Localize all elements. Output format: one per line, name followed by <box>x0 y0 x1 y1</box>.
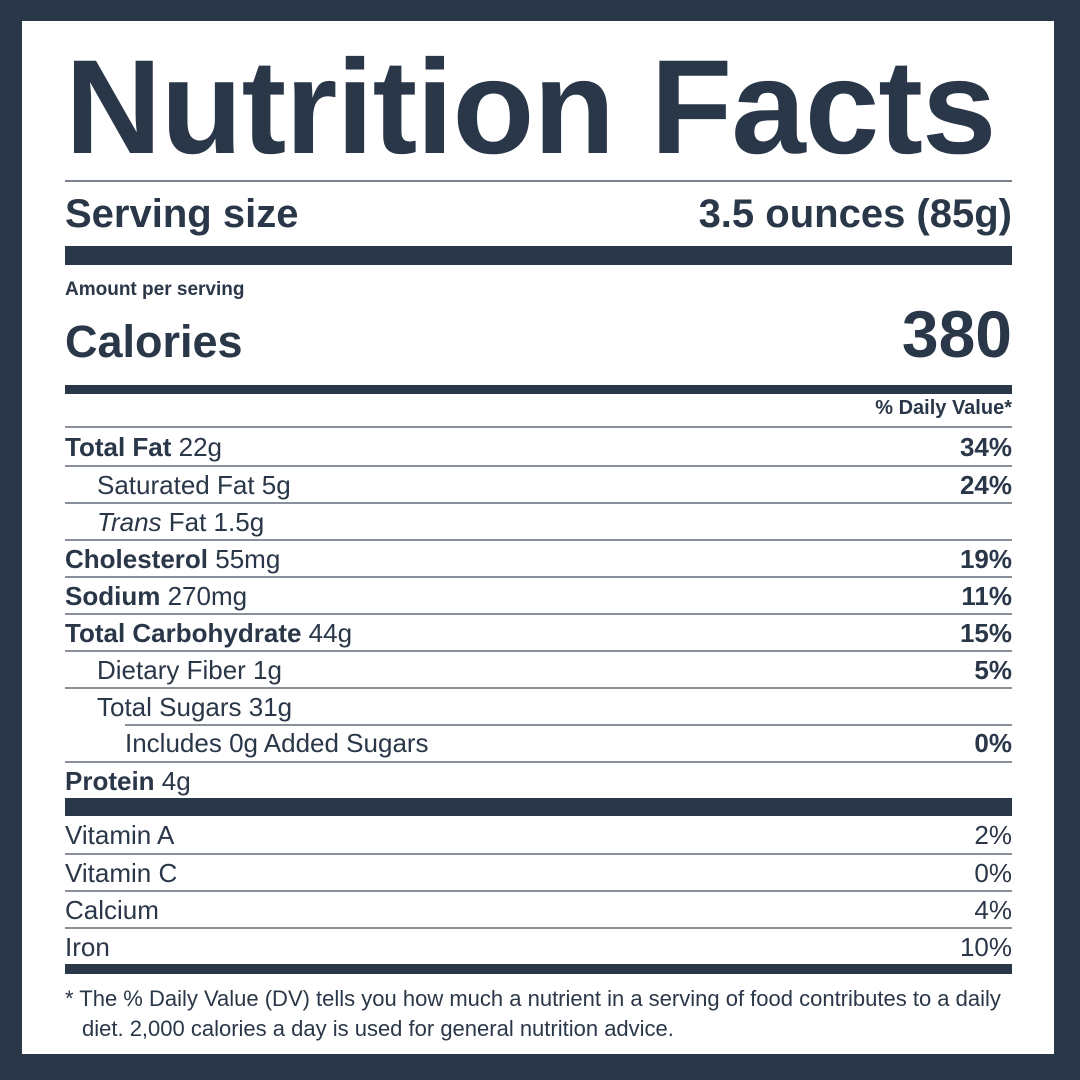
nutrient-row: Saturated Fat 5g 24% <box>65 465 1012 502</box>
daily-value-header: % Daily Value* <box>65 394 1012 428</box>
nutrient-row: Protein 4g <box>65 761 1012 798</box>
title-rule <box>65 180 1012 182</box>
medium-rule-bottom <box>65 964 1012 974</box>
nutrient-name: Trans Fat 1.5g <box>97 506 265 537</box>
nutrient-name: Sodium 270mg <box>65 580 248 611</box>
nutrient-name: Total Sugars 31g <box>97 691 293 722</box>
footnote: * The % Daily Value (DV) tells you how m… <box>65 986 1001 1041</box>
nutrient-name: Cholesterol 55mg <box>65 543 281 574</box>
vitamin-daily-value: 4% <box>974 894 1012 925</box>
nutrient-name: Protein 4g <box>65 765 191 796</box>
nutrient-row: Dietary Fiber 1g 5% <box>65 650 1012 687</box>
label-title: Nutrition Facts <box>65 33 996 182</box>
nutrient-row: Trans Fat 1.5g <box>65 502 1012 539</box>
serving-size-label: Serving size <box>65 191 299 236</box>
vitamin-name: Calcium <box>65 894 159 925</box>
medium-rule-calories <box>65 385 1012 394</box>
vitamin-name: Iron <box>65 931 110 962</box>
calories-row: Calories 380 <box>65 301 1012 367</box>
vitamin-name: Vitamin C <box>65 857 178 888</box>
vitamin-row: Vitamin A 2% <box>65 816 1012 853</box>
nutrient-row: Cholesterol 55mg 19% <box>65 539 1012 576</box>
nutrient-row: Total Fat 22g 34% <box>65 428 1012 465</box>
nutrient-daily-value: 5% <box>974 654 1012 685</box>
nutrient-name: Includes 0g Added Sugars <box>125 727 429 758</box>
amount-per-serving-label: Amount per serving <box>65 279 245 300</box>
nutrient-row: Includes 0g Added Sugars 0% <box>65 724 1012 761</box>
vitamin-row: Vitamin C 0% <box>65 853 1012 890</box>
nutrient-name: Total Carbohydrate 44g <box>65 617 353 648</box>
nutrient-row: Total Carbohydrate 44g 15% <box>65 613 1012 650</box>
vitamin-row: Iron 10% <box>65 927 1012 964</box>
calories-value: 380 <box>901 297 1012 371</box>
vitamin-name: Vitamin A <box>65 819 175 850</box>
thick-rule-top <box>65 246 1012 265</box>
nutrient-name: Total Fat 22g <box>65 431 223 462</box>
vitamin-row: Calcium 4% <box>65 890 1012 927</box>
nutrient-rows: Total Fat 22g 34% Saturated Fat 5g 24% Trans… <box>65 428 1012 798</box>
nutrient-daily-value: 19% <box>959 543 1012 574</box>
thick-rule-protein <box>65 798 1012 816</box>
nutrient-daily-value: 24% <box>959 469 1012 500</box>
nutrient-daily-value: 11% <box>961 580 1012 611</box>
nutrition-label: Nutrition Facts Serving size 3.5 ounces … <box>22 21 1054 1054</box>
vitamin-daily-value: 2% <box>974 819 1012 850</box>
nutrient-daily-value: 15% <box>959 617 1012 648</box>
vitamin-daily-value: 10% <box>959 931 1012 962</box>
serving-size-value: 3.5 ounces (85g) <box>698 191 1012 236</box>
nutrient-daily-value: 34% <box>959 431 1012 462</box>
nutrient-daily-value: 0% <box>974 727 1012 758</box>
serving-size-row: Serving size 3.5 ounces (85g) <box>65 182 1012 246</box>
calories-label: Calories <box>65 316 243 367</box>
nutrient-name: Saturated Fat 5g <box>97 469 291 500</box>
vitamin-rows: Vitamin A 2% Vitamin C 0% Calcium 4% Iron 10% <box>65 816 1012 964</box>
nutrient-row: Total Sugars 31g <box>65 687 1012 724</box>
nutrient-row: Sodium 270mg 11% <box>65 576 1012 613</box>
vitamin-daily-value: 0% <box>974 857 1012 888</box>
nutrient-name: Dietary Fiber 1g <box>97 654 282 685</box>
